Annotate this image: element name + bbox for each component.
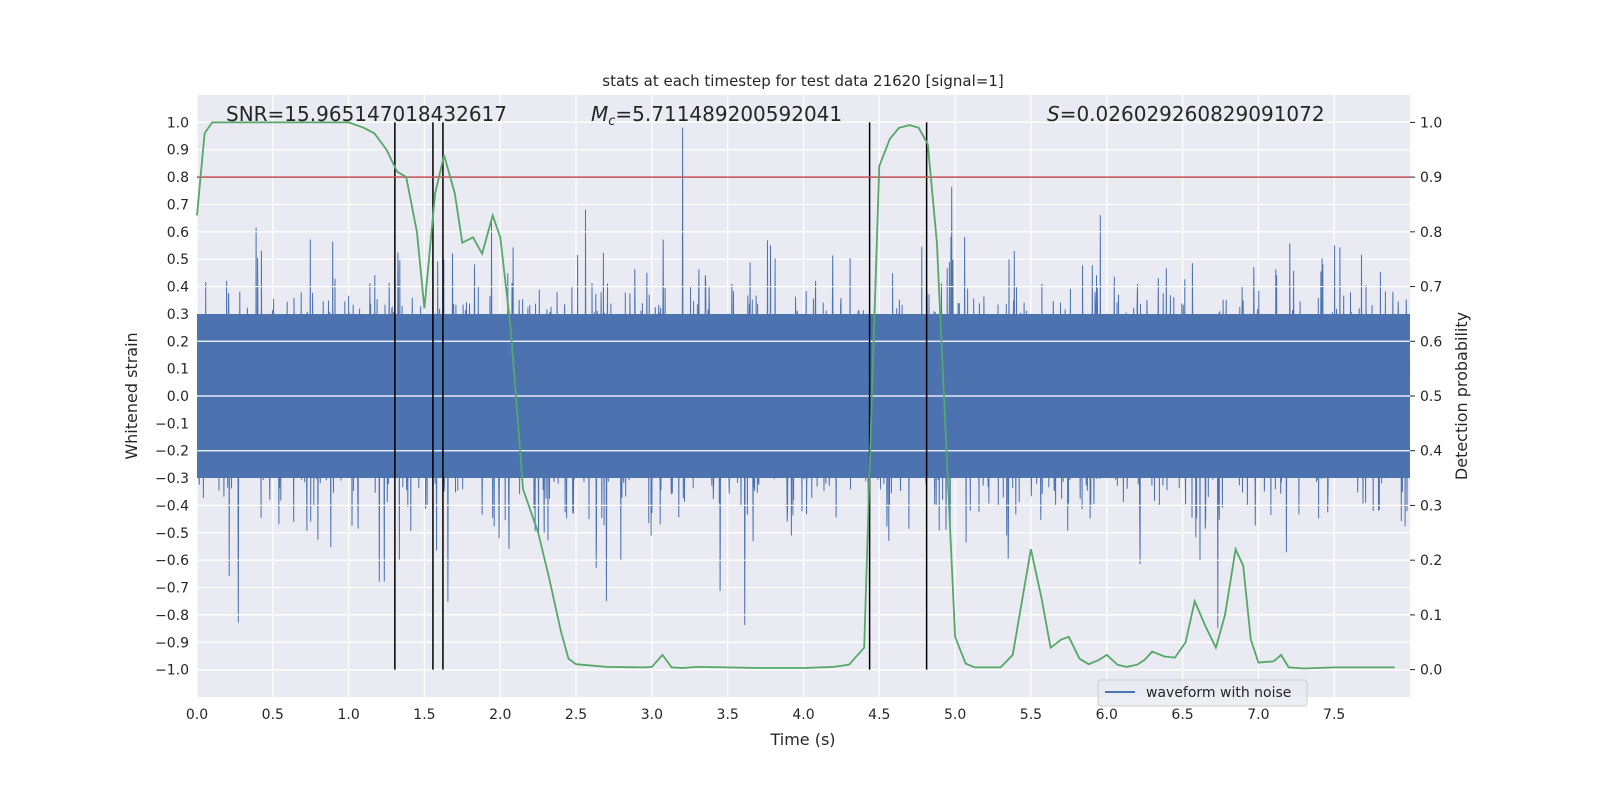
x-tick-label: 5.0	[944, 707, 966, 723]
y2-tick-label: 0.7	[1420, 280, 1442, 296]
y2-ticks: 1.0 0.9 0.8 0.7 0.6 0.5 0.4 0.3 0.2 0.1 0.0	[1410, 115, 1442, 679]
y-tick-label: 0.7	[167, 197, 189, 213]
x-ticks: 0.0 0.5 1.0 1.5 2.0 2.5 3.0 3.5 4.0 4.5 5.0 5.5 6.0 6…	[186, 707, 1345, 723]
x-tick-label: 3.5	[717, 707, 739, 723]
y-tick-label: 0.9	[167, 143, 189, 159]
y-tick-label: −0.2	[155, 444, 189, 460]
y-tick-label: −0.4	[155, 498, 189, 514]
x-tick-label: 6.0	[1096, 707, 1118, 723]
y-tick-label: −1.0	[155, 663, 189, 679]
x-tick-label: 0.5	[262, 707, 284, 723]
y-tick-label: 0.1	[167, 362, 189, 378]
y2-tick-label: 0.8	[1420, 225, 1442, 241]
y2-tick-label: 0.0	[1420, 663, 1442, 679]
y2-axis-label: Detection probability	[1452, 312, 1471, 480]
y-tick-label: −0.5	[155, 526, 189, 542]
y-ticks: 1.0 0.9 0.8 0.7 0.6 0.5 0.4 0.3 0.2 0.1 0.0 −0.1 −0.…	[155, 115, 189, 678]
y2-tick-label: 0.6	[1420, 334, 1442, 350]
x-tick-label: 1.0	[337, 707, 359, 723]
y-tick-label: −0.3	[155, 471, 189, 487]
snr-annotation: SNR=15.965147018432617	[226, 102, 507, 126]
x-tick-label: 2.5	[565, 707, 587, 723]
x-tick-label: 4.0	[792, 707, 814, 723]
y-tick-label: 0.8	[167, 170, 189, 186]
s-value: =0.026029260829091072	[1060, 102, 1325, 126]
x-tick-label: 4.5	[868, 707, 890, 723]
y-tick-label: 1.0	[167, 115, 189, 131]
y-tick-label: 0.3	[167, 307, 189, 323]
y2-tick-label: 0.4	[1420, 444, 1442, 460]
mc-subscript: c	[608, 114, 615, 129]
mc-value: =5.711489200592041	[615, 102, 842, 126]
y-tick-label: 0.0	[167, 389, 189, 405]
y2-tick-label: 0.2	[1420, 553, 1442, 569]
chirp-mass-annotation: Mc=5.711489200592041	[591, 102, 842, 129]
y2-tick-label: 1.0	[1420, 115, 1442, 131]
legend-label: waveform with noise	[1146, 685, 1291, 701]
y-tick-label: 0.4	[167, 280, 189, 296]
x-tick-label: 1.5	[413, 707, 435, 723]
chart-title: stats at each timestep for test data 216…	[602, 72, 1003, 90]
y2-tick-label: 0.9	[1420, 170, 1442, 186]
mc-symbol: M	[591, 102, 608, 126]
y-tick-label: 0.5	[167, 252, 189, 268]
y-axis-label: Whitened strain	[122, 332, 141, 459]
y-tick-label: 0.2	[167, 334, 189, 350]
y2-tick-label: 0.3	[1420, 498, 1442, 514]
y-tick-label: −0.9	[155, 635, 189, 651]
x-tick-label: 3.0	[641, 707, 663, 723]
y-tick-label: −0.6	[155, 553, 189, 569]
x-tick-label: 6.5	[1171, 707, 1193, 723]
detection-probability-line	[196, 121, 1395, 670]
legend-box	[1097, 679, 1308, 707]
x-axis-label: Time (s)	[769, 730, 835, 749]
x-tick-label: 7.0	[1247, 707, 1269, 723]
x-tick-label: 7.5	[1323, 707, 1345, 723]
s-symbol: S	[1047, 102, 1060, 126]
y2-tick-label: 0.1	[1420, 608, 1442, 624]
y-tick-label: −0.8	[155, 608, 189, 624]
x-tick-label: 2.0	[489, 707, 511, 723]
x-tick-label: 0.0	[186, 707, 208, 723]
y-tick-label: −0.7	[155, 581, 189, 597]
s-annotation: S=0.026029260829091072	[1047, 102, 1325, 126]
y2-tick-label: 0.5	[1420, 389, 1442, 405]
x-tick-label: 5.5	[1020, 707, 1042, 723]
y-tick-label: 0.6	[167, 225, 189, 241]
y-tick-label: −0.1	[155, 416, 189, 432]
legend: waveform with noise	[1097, 679, 1308, 707]
